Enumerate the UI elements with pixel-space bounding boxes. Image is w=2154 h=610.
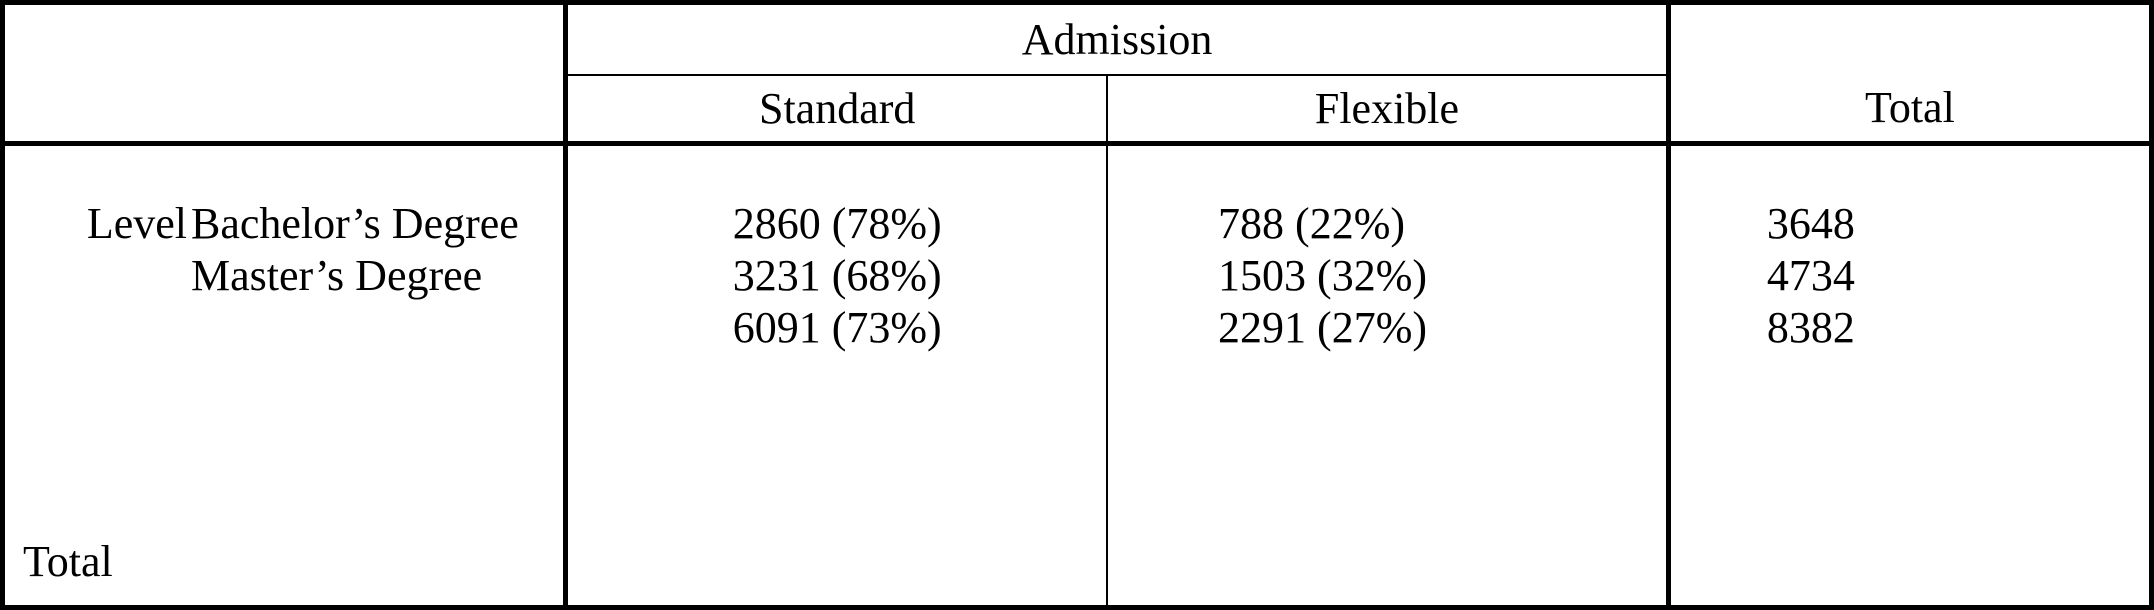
header-admission-label: Admission xyxy=(1022,15,1213,64)
header-row-1: Admission Total xyxy=(3,3,2152,76)
flexible-value-1: 1503 (32%) xyxy=(1218,250,1666,302)
total-value-2: 8382 xyxy=(1767,302,2149,354)
total-values: 3648 4734 8382 xyxy=(1671,198,2149,354)
standard-value-0: 2860 (78%) xyxy=(733,198,942,250)
header-standard: Standard xyxy=(566,75,1107,144)
header-blank xyxy=(3,3,566,144)
flexible-cell: 788 (22%) 1503 (32%) 2291 (27%) xyxy=(1107,144,1668,608)
row-label-0-text: Bachelor’s Degree xyxy=(187,198,519,250)
row-label-1-text: Master’s Degree xyxy=(187,250,482,302)
header-flexible: Flexible xyxy=(1107,75,1668,144)
flexible-value-0: 788 (22%) xyxy=(1218,198,1666,250)
header-total: Total xyxy=(1668,3,2151,144)
standard-cell: 2860 (78%) 3231 (68%) 6091 (73%) xyxy=(566,144,1107,608)
flexible-value-2: 2291 (27%) xyxy=(1218,302,1666,354)
flexible-values: 788 (22%) 1503 (32%) 2291 (27%) xyxy=(1108,198,1666,354)
standard-value-2: 6091 (73%) xyxy=(733,302,942,354)
total-cell: 3648 4734 8382 xyxy=(1668,144,2151,608)
header-flexible-label: Flexible xyxy=(1315,84,1459,133)
row-label-1: Master’s Degree xyxy=(59,250,563,302)
total-value-0: 3648 xyxy=(1767,198,2149,250)
header-standard-label: Standard xyxy=(759,84,915,133)
header-total-label: Total xyxy=(1865,83,1955,132)
body-row: Level Bachelor’s Degree Master’s Degree … xyxy=(3,144,2152,608)
row-labels-cell: Level Bachelor’s Degree Master’s Degree … xyxy=(3,144,566,608)
standard-values: 2860 (78%) 3231 (68%) 6091 (73%) xyxy=(568,198,1106,354)
row-label-0: Level Bachelor’s Degree xyxy=(59,198,563,250)
footer-label: Total xyxy=(23,536,113,587)
standard-value-1: 3231 (68%) xyxy=(733,250,942,302)
admission-table-container: Admission Total Standard Flexible Level … xyxy=(0,0,2154,610)
row-group-label: Level xyxy=(59,198,187,250)
row-labels: Level Bachelor’s Degree Master’s Degree … xyxy=(5,198,563,605)
header-admission: Admission xyxy=(566,3,1669,76)
total-value-1: 4734 xyxy=(1767,250,2149,302)
admission-table: Admission Total Standard Flexible Level … xyxy=(0,0,2154,610)
